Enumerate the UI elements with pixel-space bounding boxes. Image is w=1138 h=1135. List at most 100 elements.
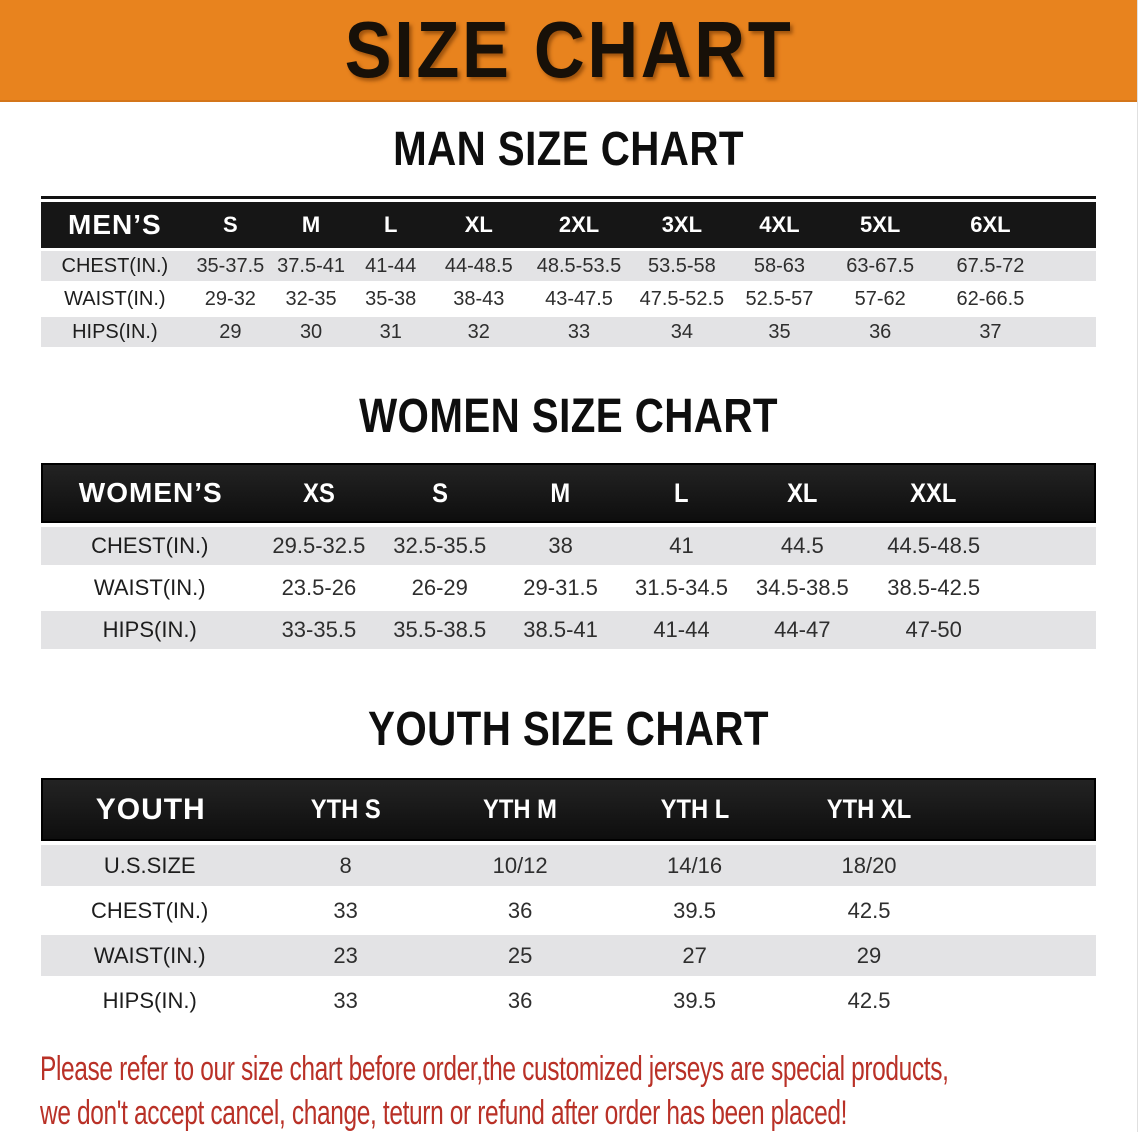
size-value-text: 48.5-53.5 bbox=[536, 254, 622, 277]
column-header-text: XL bbox=[787, 477, 818, 508]
column-header: M bbox=[272, 202, 351, 248]
size-value-text: 10/12 bbox=[492, 852, 548, 878]
size-value-text: 41-44 bbox=[653, 617, 710, 642]
size-value: 35 bbox=[731, 314, 827, 347]
header-row: WOMEN’S XS S M L XL XXL bbox=[41, 463, 1096, 523]
size-value-text: 38-43 bbox=[453, 287, 505, 310]
row-spacer bbox=[956, 841, 1096, 886]
size-value: 25 bbox=[432, 931, 608, 976]
size-value: 44.5-48.5 bbox=[862, 523, 1005, 565]
column-header-text: YTH M bbox=[483, 794, 558, 824]
row-spacer bbox=[1004, 523, 1096, 565]
size-value: 35.5-38.5 bbox=[379, 607, 501, 649]
header-row: MEN’S S M L XL 2XL 3XL 4XL 5XL 6XL bbox=[41, 202, 1096, 248]
row-label-text: WAIST(IN.) bbox=[93, 575, 206, 600]
row-spacer bbox=[1047, 281, 1096, 314]
row-spacer bbox=[956, 886, 1096, 931]
footer-line-2: we don't accept cancel, change, teturn o… bbox=[40, 1094, 848, 1132]
row-label: HIPS(IN.) bbox=[41, 607, 259, 649]
size-value-text: 44-48.5 bbox=[444, 254, 513, 277]
size-value-text: 29 bbox=[856, 942, 882, 968]
size-value: 30 bbox=[272, 314, 351, 347]
size-value-text: 47.5-52.5 bbox=[639, 287, 725, 310]
size-value: 44-47 bbox=[741, 607, 863, 649]
row-label: WAIST(IN.) bbox=[41, 931, 259, 976]
column-header: XL bbox=[741, 463, 863, 523]
size-value: 62-66.5 bbox=[933, 281, 1048, 314]
size-value: 37.5-41 bbox=[272, 248, 351, 281]
size-value: 31.5-34.5 bbox=[621, 565, 742, 607]
column-header: 4XL bbox=[731, 202, 827, 248]
size-value: 38 bbox=[500, 523, 622, 565]
size-value: 38-43 bbox=[431, 281, 527, 314]
table-row: WAIST(IN.) 23 25 27 29 bbox=[41, 931, 1096, 976]
header-spacer bbox=[956, 778, 1096, 841]
size-value: 10/12 bbox=[432, 841, 608, 886]
men-chart-heading: MAN SIZE CHART bbox=[393, 123, 744, 176]
size-value: 33-35.5 bbox=[258, 607, 380, 649]
women-size-table: WOMEN’S XS S M L XL XXL CHEST(IN.) 29.5-32.5 32.5… bbox=[41, 463, 1096, 649]
size-value-text: 36 bbox=[869, 320, 892, 343]
column-header: YTH M bbox=[432, 778, 608, 841]
youth-size-table: YOUTH YTH S YTH M YTH L YTH XL U.S.SIZE 8 10/12… bbox=[41, 778, 1096, 1021]
size-value: 29-31.5 bbox=[500, 565, 622, 607]
size-value: 44-48.5 bbox=[431, 248, 527, 281]
size-value-text: 35 bbox=[768, 320, 791, 343]
size-value: 47.5-52.5 bbox=[631, 281, 732, 314]
size-value-text: 41-44 bbox=[365, 254, 417, 277]
size-value: 32.5-35.5 bbox=[379, 523, 501, 565]
row-spacer bbox=[1047, 248, 1096, 281]
size-value-text: 44-47 bbox=[774, 617, 831, 642]
column-header: YTH XL bbox=[781, 778, 957, 841]
table-corner-label: MEN’S bbox=[41, 202, 189, 248]
size-value: 38.5-41 bbox=[500, 607, 622, 649]
size-value: 48.5-53.5 bbox=[526, 248, 632, 281]
size-value-text: 67.5-72 bbox=[956, 254, 1025, 277]
header-spacer bbox=[1004, 463, 1096, 523]
size-value: 36 bbox=[432, 976, 608, 1021]
size-value-text: 57-62 bbox=[854, 287, 906, 310]
size-value: 26-29 bbox=[379, 565, 501, 607]
row-label-text: HIPS(IN.) bbox=[72, 320, 158, 343]
size-value: 53.5-58 bbox=[631, 248, 732, 281]
size-value: 36 bbox=[432, 886, 608, 931]
row-spacer bbox=[1004, 607, 1096, 649]
size-value-text: 37.5-41 bbox=[277, 254, 345, 277]
size-value: 67.5-72 bbox=[933, 248, 1048, 281]
women-chart-heading: WOMEN SIZE CHART bbox=[359, 390, 778, 443]
size-value: 39.5 bbox=[607, 886, 782, 931]
column-header-text: 2XL bbox=[558, 212, 600, 237]
column-header: YTH S bbox=[258, 778, 433, 841]
size-value-text: 32-35 bbox=[285, 287, 337, 310]
size-value-text: 32 bbox=[467, 320, 490, 343]
size-value: 34 bbox=[631, 314, 732, 347]
size-value-text: 36 bbox=[507, 897, 533, 923]
size-value: 44.5 bbox=[741, 523, 863, 565]
row-label-text: CHEST(IN.) bbox=[91, 897, 209, 923]
size-value-text: 36 bbox=[507, 987, 533, 1013]
table-corner-label-text: YOUTH bbox=[95, 792, 206, 826]
size-value-text: 33 bbox=[333, 897, 358, 923]
size-value-text: 37 bbox=[979, 320, 1002, 343]
size-value: 33 bbox=[258, 976, 433, 1021]
row-label-text: WAIST(IN.) bbox=[93, 942, 206, 968]
size-value-text: 47-50 bbox=[905, 617, 962, 642]
size-value-text: 27 bbox=[682, 942, 707, 968]
size-value-text: 26-29 bbox=[411, 575, 468, 600]
size-value: 32 bbox=[431, 314, 527, 347]
column-header-text: XS bbox=[303, 477, 335, 508]
size-value-text: 35.5-38.5 bbox=[393, 617, 487, 642]
size-value-text: 33-35.5 bbox=[281, 617, 357, 642]
size-value: 41 bbox=[621, 523, 742, 565]
size-value: 36 bbox=[826, 314, 934, 347]
column-header-text: M bbox=[550, 477, 571, 508]
column-header: S bbox=[188, 202, 273, 248]
size-value-text: 14/16 bbox=[667, 852, 723, 878]
size-value-text: 41 bbox=[669, 533, 694, 558]
size-value-text: 29.5-32.5 bbox=[272, 533, 366, 558]
column-header-text: L bbox=[674, 477, 689, 508]
size-value-text: 52.5-57 bbox=[745, 287, 814, 310]
row-label: CHEST(IN.) bbox=[41, 886, 259, 931]
size-value: 42.5 bbox=[781, 976, 957, 1021]
size-value: 38.5-42.5 bbox=[862, 565, 1005, 607]
